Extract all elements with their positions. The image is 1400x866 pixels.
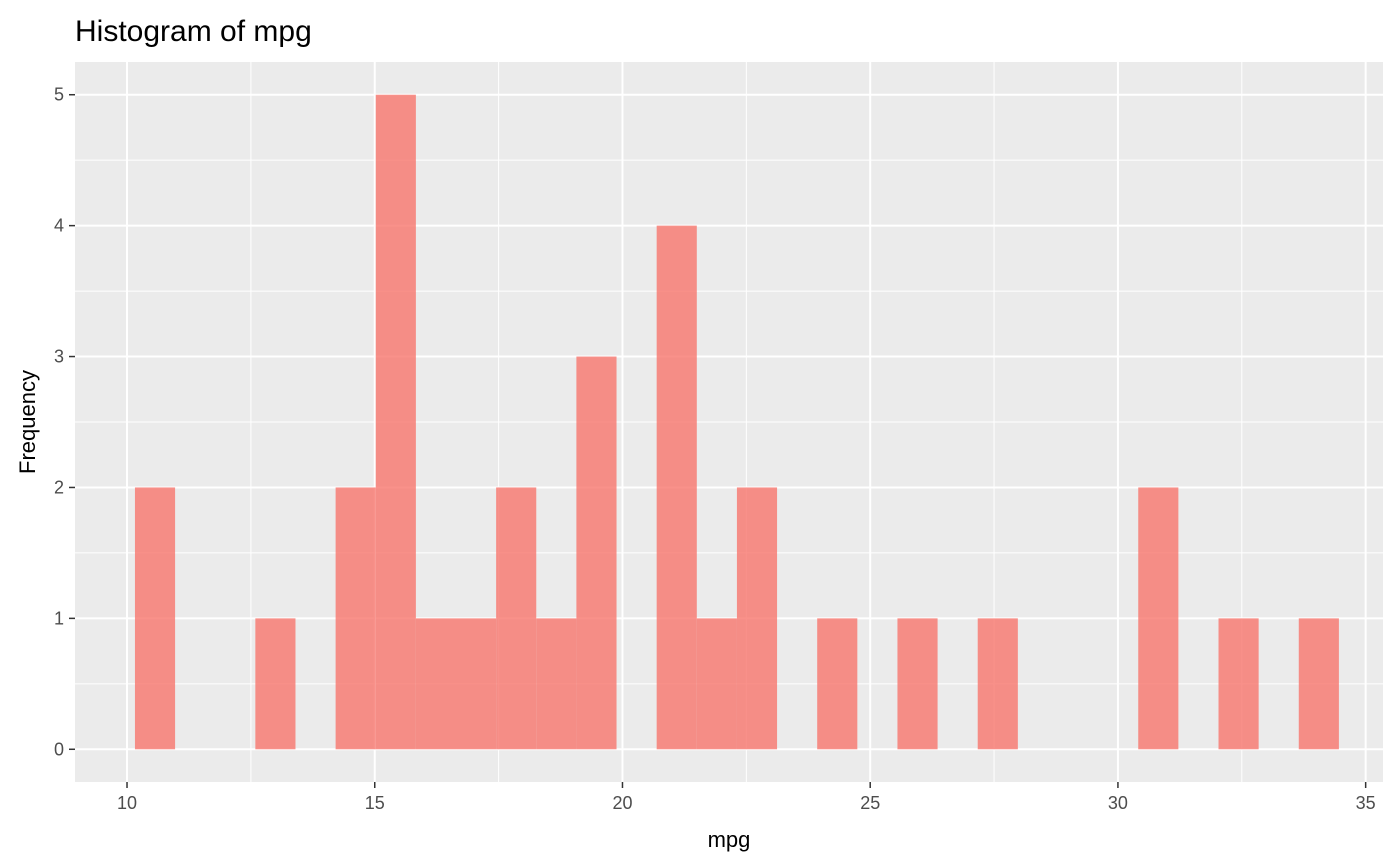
histogram-bar (536, 618, 577, 750)
histogram-bar (576, 356, 617, 750)
y-tick-label: 3 (54, 347, 64, 367)
x-tick-label: 20 (612, 793, 632, 813)
x-tick-label: 30 (1108, 793, 1128, 813)
histogram-bar (255, 618, 296, 750)
y-tick-label: 2 (54, 477, 64, 497)
x-axis: 10 15 20 25 30 35 (117, 782, 1376, 813)
histogram-bar (897, 618, 938, 750)
y-tick-label: 0 (54, 739, 64, 759)
x-tick-label: 15 (365, 793, 385, 813)
histogram-bar (375, 94, 416, 750)
histogram-bar (456, 618, 497, 750)
y-tick-label: 5 (54, 85, 64, 105)
histogram-bar (335, 487, 376, 750)
x-tick-label: 35 (1356, 793, 1376, 813)
histogram-bar (656, 225, 697, 750)
x-tick-label: 10 (117, 793, 137, 813)
y-axis: 0 1 2 3 4 5 (54, 85, 75, 759)
histogram-bar (1218, 618, 1259, 750)
histogram-bar (736, 487, 778, 750)
y-tick-label: 1 (54, 608, 64, 628)
histogram-bar (1298, 618, 1339, 750)
y-axis-title: Frequency (15, 370, 40, 474)
chart-title: Histogram of mpg (75, 15, 312, 48)
histogram-bar (977, 618, 1018, 750)
histogram-bar (496, 487, 537, 750)
histogram-bar (696, 618, 737, 750)
histogram-bar (1138, 487, 1179, 750)
histogram-bar (134, 487, 176, 750)
x-axis-title: mpg (708, 827, 751, 852)
y-tick-label: 4 (54, 216, 64, 236)
histogram-bar (415, 618, 457, 750)
x-tick-label: 25 (860, 793, 880, 813)
histogram-bars (134, 94, 1339, 750)
histogram-bar (817, 618, 858, 750)
